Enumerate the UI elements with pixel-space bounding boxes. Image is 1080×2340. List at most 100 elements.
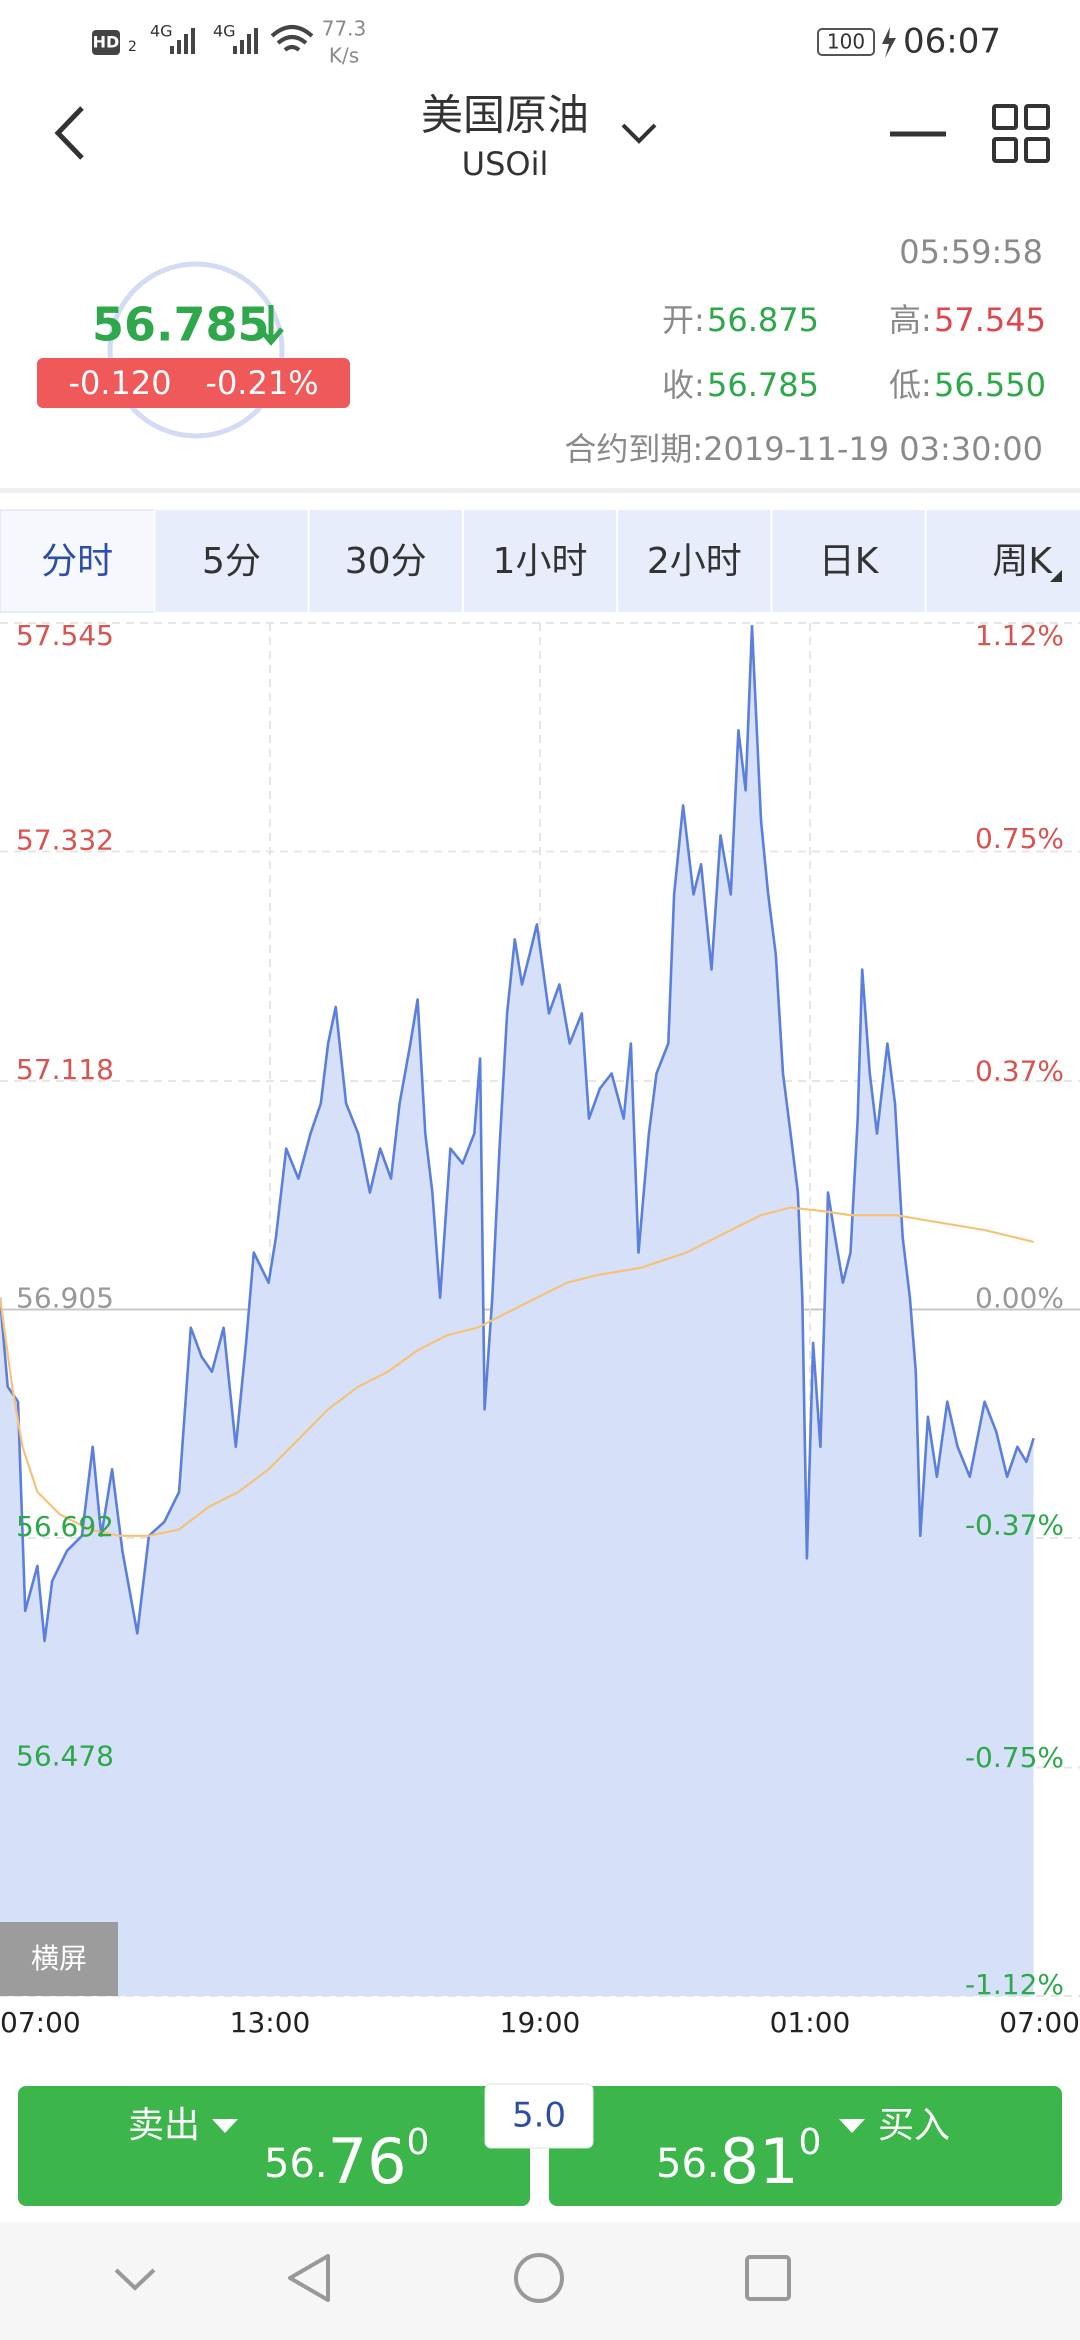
- signal-icon: [170, 28, 195, 54]
- price-area: [0, 626, 1034, 1997]
- high-label: 高:: [889, 301, 932, 339]
- header: 美国原油 USOil: [54, 91, 1050, 183]
- price-prefix: 56.: [264, 2141, 328, 2187]
- x-tick-label: 19:00: [500, 2006, 581, 2039]
- period-tab[interactable]: 30分: [307, 510, 427, 612]
- layout-button[interactable]: [992, 104, 1050, 163]
- buy-button[interactable]: 买入 56.810: [549, 2086, 1062, 2206]
- x-tick-label: 13:00: [230, 2006, 311, 2039]
- average-line: [0, 1206, 1034, 1537]
- clock: 06:07: [903, 22, 1001, 62]
- y-tick-label: 57.332: [16, 823, 114, 856]
- nav-hide[interactable]: [114, 2268, 156, 2291]
- tab-label: 日K: [819, 541, 880, 582]
- sell-bg: [18, 2086, 530, 2206]
- tab-label: 2小时: [647, 541, 742, 582]
- x-tick-label: 01:00: [770, 2006, 851, 2039]
- spread-box: [484, 2083, 594, 2149]
- net-speed-unit: K/s: [329, 44, 359, 68]
- nav-bg: [0, 2222, 1080, 2340]
- period-tab[interactable]: 2小时: [616, 510, 742, 612]
- y2-tick-label: 0.00%: [975, 1282, 1064, 1315]
- sell-triangle: [212, 2119, 238, 2133]
- period-tab[interactable]: 分时: [0, 509, 155, 613]
- nav-home[interactable]: [514, 2253, 564, 2303]
- battery-level: 100: [827, 30, 865, 54]
- period-tab[interactable]: 1小时: [461, 510, 588, 612]
- sell-price: 56.760: [264, 2122, 429, 2198]
- status-bar: HD 2 4G 4G 77.3 K/s 100 06:07: [92, 17, 1001, 68]
- y2-tick-label: -0.75%: [965, 1741, 1064, 1774]
- symbol-dropdown[interactable]: [621, 123, 657, 144]
- tab-selected-bg: [0, 509, 155, 613]
- sell-button[interactable]: 卖出 56.760: [18, 2086, 530, 2206]
- expiry: 合约到期:2019-11-19 03:30:00: [564, 430, 1043, 468]
- y-tick-label: 56.478: [16, 1740, 114, 1773]
- divider: [0, 488, 1080, 493]
- price-main: 76: [328, 2125, 407, 2198]
- quote-time: 05:59:58: [899, 233, 1043, 271]
- x-tick-label: 07:00: [999, 2006, 1080, 2039]
- charging-icon: [882, 27, 896, 58]
- y2-tick-label: -1.12%: [965, 1968, 1064, 2001]
- price-ring: [107, 261, 285, 439]
- close-value: 56.785: [707, 366, 819, 404]
- quote-panel: 56.785 -0.120 -0.21% 05:59:58 开: 56.875 …: [37, 233, 1046, 468]
- price-main: 81: [720, 2125, 799, 2198]
- landscape-label: 横屏: [31, 1942, 87, 1975]
- change-badge: [37, 358, 350, 408]
- down-arrow: [258, 305, 284, 346]
- buy-label: 买入: [878, 2105, 950, 2146]
- y2-tick-label: 0.37%: [975, 1055, 1064, 1088]
- y-tick-label: 57.545: [16, 619, 114, 652]
- change-pct: -0.21%: [205, 364, 318, 402]
- title: 美国原油: [421, 91, 589, 140]
- battery-outline: [817, 28, 875, 56]
- landscape-button[interactable]: 横屏: [0, 1922, 118, 1996]
- buy-price: 56.810: [656, 2122, 821, 2198]
- tabs-background: [0, 510, 1080, 612]
- spread: 5.0: [512, 2096, 566, 2136]
- wifi-icon: [270, 25, 314, 52]
- period-tab[interactable]: 周K: [924, 510, 1062, 612]
- back-button[interactable]: [54, 106, 84, 160]
- price-prefix: 56.: [656, 2141, 720, 2187]
- period-tab[interactable]: 日K: [770, 510, 880, 612]
- high-value: 57.545: [934, 301, 1046, 339]
- price-line: [0, 624, 1035, 1643]
- close-label: 收:: [662, 366, 705, 404]
- tab-label: 5分: [202, 541, 261, 582]
- subtitle: USOil: [462, 145, 549, 183]
- tab-label: 周K: [992, 541, 1053, 582]
- tab-label: 分时: [41, 541, 113, 582]
- period-tabs: 分时 5分 30分 1小时 2小时 日K 周K: [0, 509, 1080, 613]
- tab-label: 1小时: [493, 541, 588, 582]
- network-type: 4G: [213, 22, 236, 41]
- buy-bg: [549, 2086, 1062, 2206]
- y2-tick-label: 0.75%: [975, 822, 1064, 855]
- open-value: 56.875: [707, 301, 819, 339]
- hd-sub: 2: [128, 39, 137, 55]
- y-tick-label: 56.905: [16, 1282, 114, 1315]
- last-price: 56.785: [92, 298, 270, 352]
- signal-icon: [233, 28, 258, 54]
- sell-label: 卖出: [128, 2105, 200, 2146]
- price-suffix: 0: [799, 2122, 822, 2163]
- period-tab[interactable]: 5分: [153, 510, 261, 612]
- chart: 07:00 13:00 19:00 01:00 07:00 57.545 57.332 57.…: [0, 619, 1080, 2039]
- y2-tick-label: -0.37%: [965, 1508, 1064, 1541]
- open-label: 开:: [662, 301, 705, 339]
- y-tick-label: 57.118: [16, 1053, 114, 1086]
- network-type: 4G: [150, 22, 173, 41]
- low-value: 56.550: [934, 366, 1046, 404]
- low-label: 低:: [889, 366, 932, 404]
- tab-dropdown: [1050, 570, 1062, 582]
- nav-recents[interactable]: [745, 2255, 791, 2301]
- y2-tick-label: 1.12%: [975, 619, 1064, 652]
- nav-back[interactable]: [288, 2254, 330, 2302]
- hd-text: HD: [93, 33, 120, 52]
- hd-badge: [92, 30, 120, 55]
- nav-bar: [0, 2222, 1080, 2340]
